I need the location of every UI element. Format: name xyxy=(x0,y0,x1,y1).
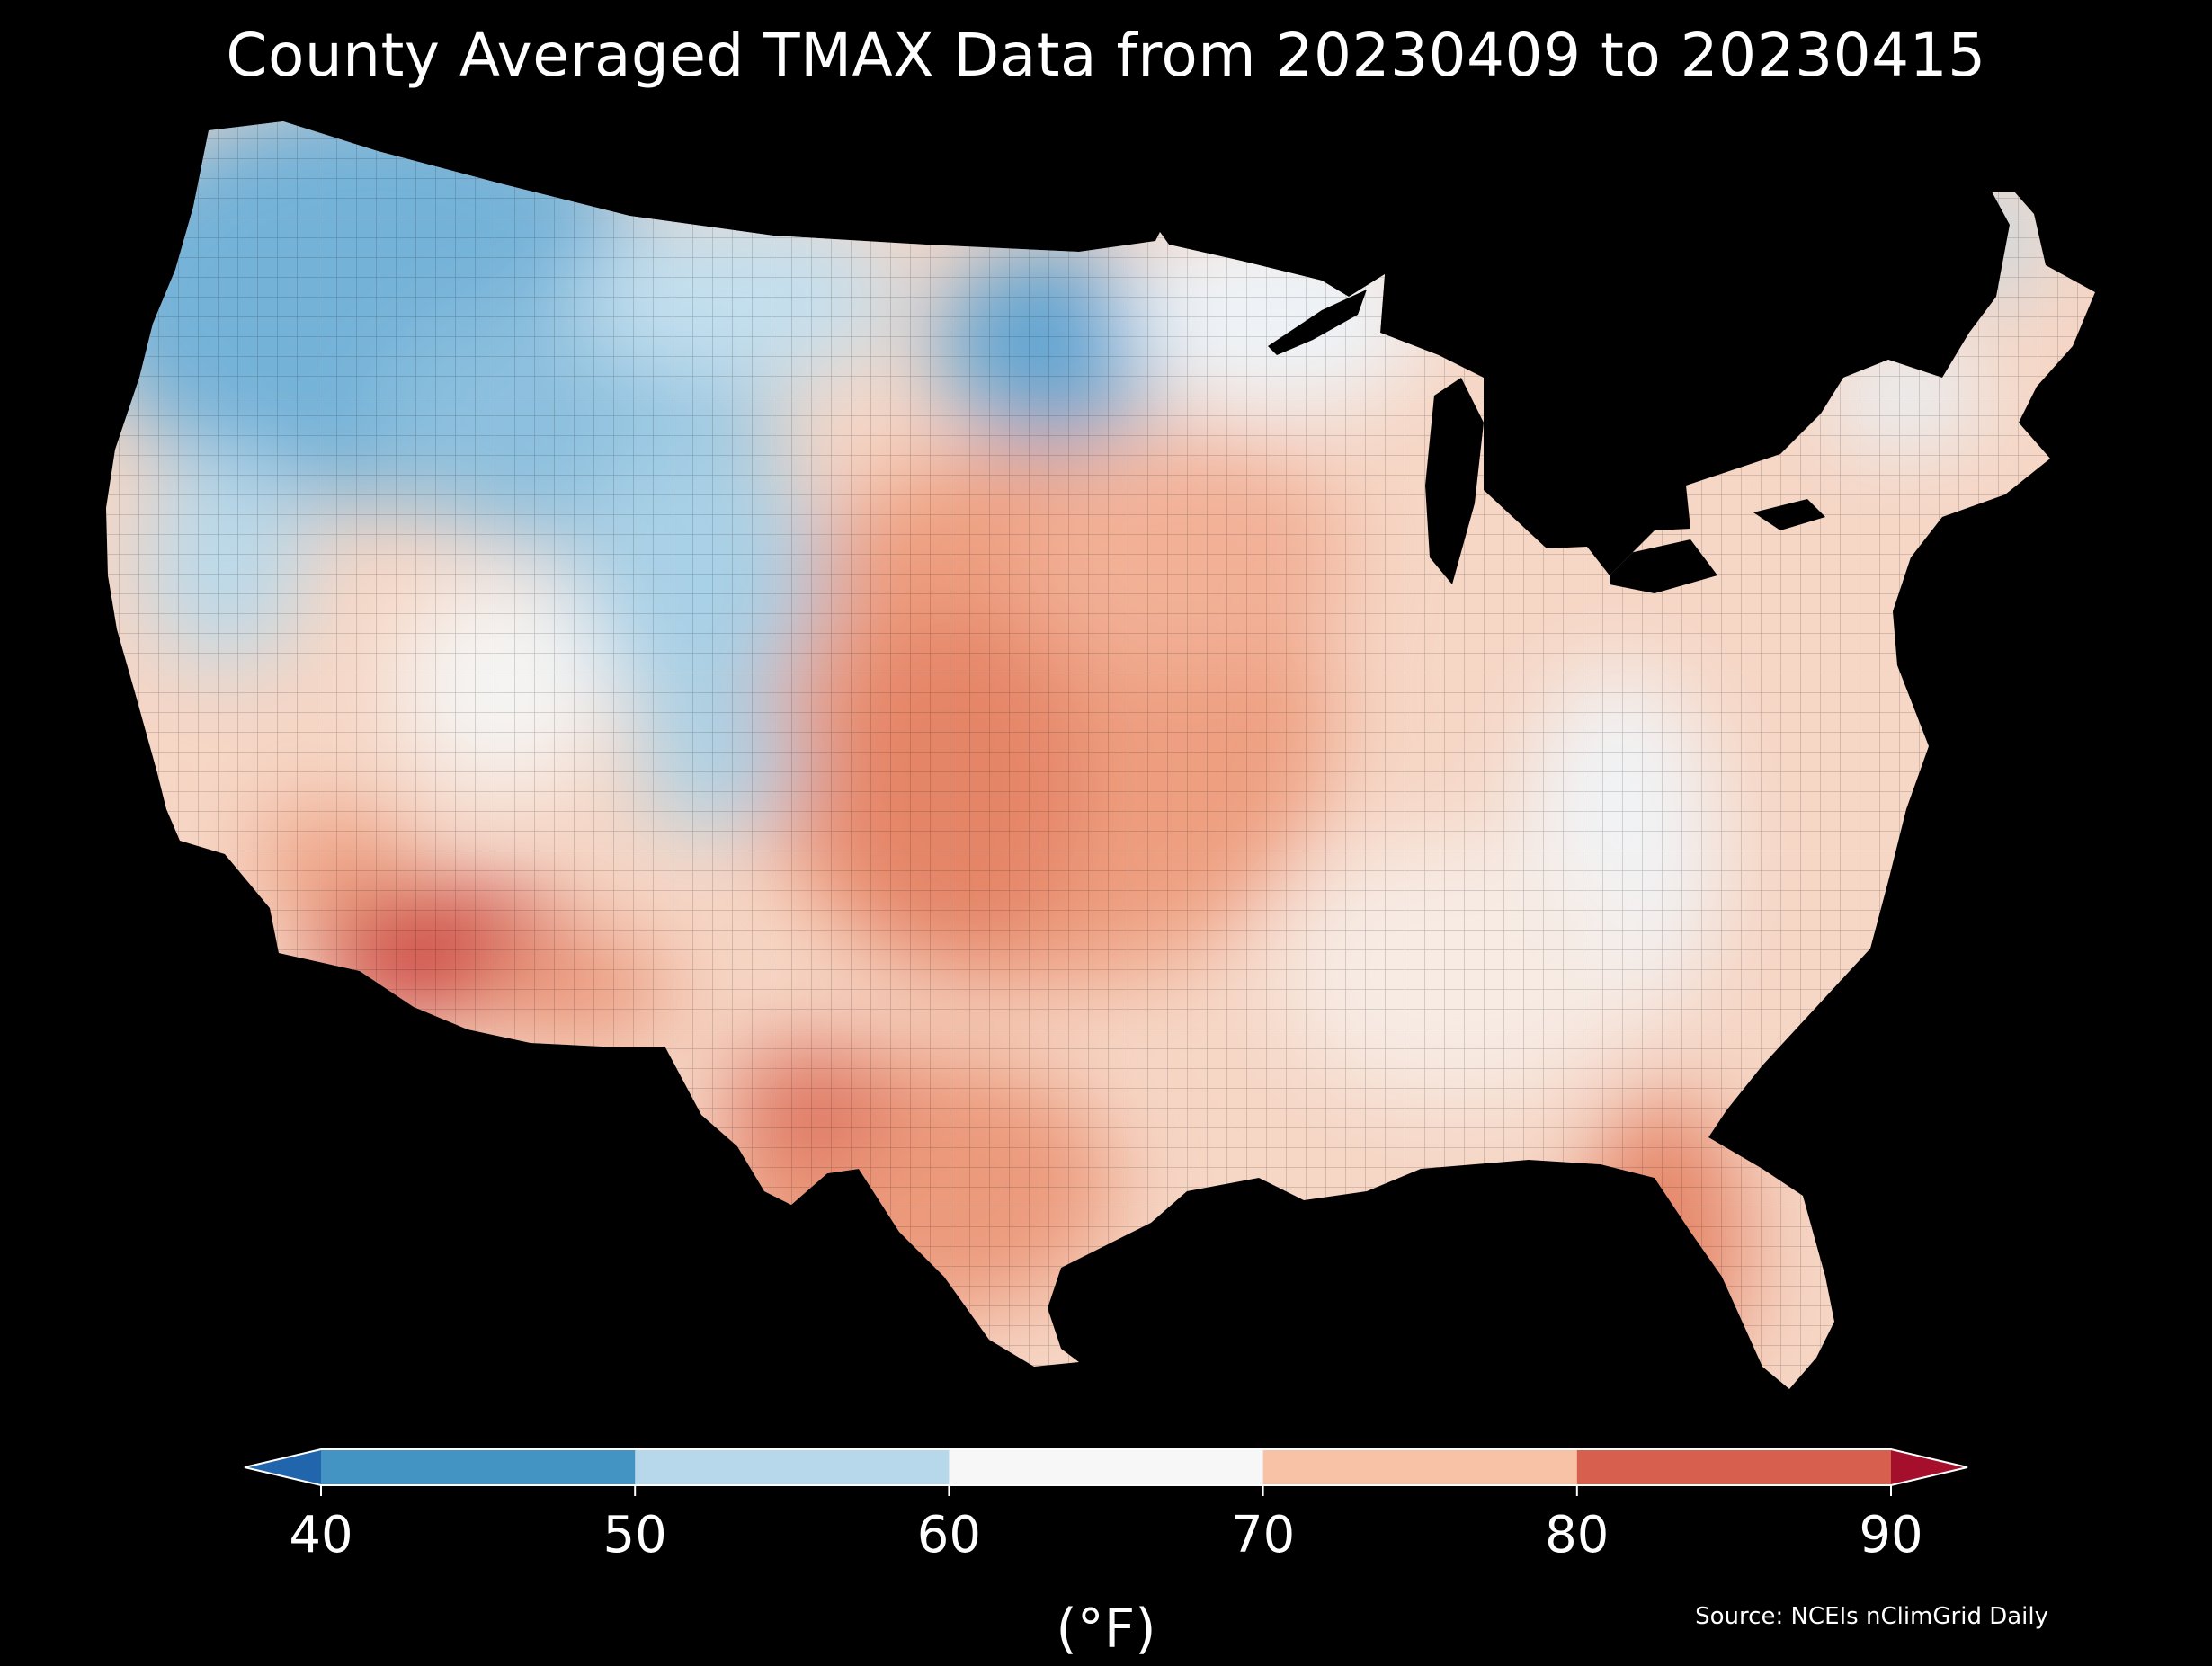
colorbar-bin-60-70 xyxy=(949,1449,1264,1485)
colorbar-unit-label: (°F) xyxy=(1056,1598,1156,1661)
colorbar-tick-label: 60 xyxy=(916,1506,982,1564)
colorbar-extend-high xyxy=(1891,1449,1967,1485)
colorbar-tick-label: 40 xyxy=(289,1506,353,1564)
contiguous-us-map xyxy=(106,121,2095,1389)
source-note: Source: NCEIs nClimGrid Daily xyxy=(1695,1603,2048,1630)
colorbar-tick-label: 90 xyxy=(1859,1506,1923,1564)
map-title: County Averaged TMAX Data from 20230409 … xyxy=(226,21,1986,90)
colorbar-tick-label: 70 xyxy=(1230,1506,1296,1564)
colorbar-tick-label: 50 xyxy=(602,1506,667,1564)
colorbar-bin-50-60 xyxy=(635,1449,950,1485)
colorbar-bin-40-50 xyxy=(321,1449,636,1485)
colorbar-bin-80-90 xyxy=(1576,1449,1892,1485)
colorbar xyxy=(244,1448,1968,1496)
colorbar-bin-70-80 xyxy=(1262,1449,1578,1485)
colorbar-extend-low xyxy=(245,1449,321,1485)
colorbar-tick-label: 80 xyxy=(1545,1506,1610,1564)
